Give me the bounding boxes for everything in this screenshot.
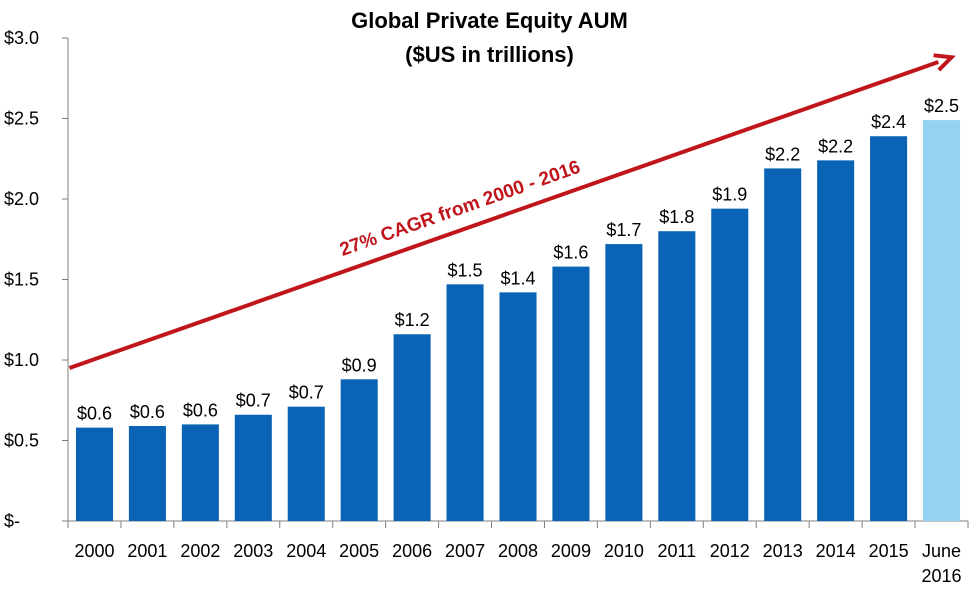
- x-tick-label: June: [922, 541, 961, 561]
- bar: [234, 414, 272, 521]
- cagr-arrow-line: [68, 60, 939, 370]
- y-tick-label: $0.5: [4, 431, 39, 451]
- x-tick-label: 2005: [339, 541, 379, 561]
- data-label: $2.4: [871, 112, 906, 132]
- data-label: $0.6: [130, 402, 165, 422]
- x-tick-label: 2012: [710, 541, 750, 561]
- data-label: $0.7: [289, 383, 324, 403]
- data-label: $1.9: [712, 185, 747, 205]
- data-label: $1.6: [553, 243, 588, 263]
- x-tick-label: 2000: [74, 541, 114, 561]
- y-tick-label: $3.0: [4, 28, 39, 48]
- bar: [711, 208, 749, 521]
- data-label: $2.2: [765, 144, 800, 164]
- x-tick-label: 2010: [604, 541, 644, 561]
- bar: [181, 424, 219, 521]
- bar: [870, 136, 908, 521]
- x-tick-label: 2009: [551, 541, 591, 561]
- data-label: $1.4: [500, 268, 535, 288]
- bar: [499, 292, 537, 521]
- data-label: $2.5: [924, 96, 959, 116]
- data-label: $1.7: [606, 220, 641, 240]
- chart-subtitle: ($US in trillions): [405, 42, 574, 67]
- x-tick-label: 2004: [286, 541, 326, 561]
- data-label: $2.2: [818, 136, 853, 156]
- x-tick-label: 2016: [922, 566, 962, 586]
- bar: [817, 160, 855, 522]
- x-tick-label: 2003: [233, 541, 273, 561]
- cagr-arrow-head: [933, 53, 956, 72]
- x-tick-label: 2002: [180, 541, 220, 561]
- x-tick-label: 2013: [763, 541, 803, 561]
- cagr-annotation: 27% CAGR from 2000 - 2016: [337, 157, 583, 261]
- bar: [393, 334, 431, 521]
- y-tick-label: $-: [4, 511, 20, 531]
- y-tick-label: $2.0: [4, 189, 39, 209]
- data-label: $0.6: [183, 400, 218, 420]
- bar: [923, 120, 961, 522]
- x-tick-label: 2008: [498, 541, 538, 561]
- data-label: $0.9: [342, 355, 377, 375]
- data-label: $1.8: [659, 207, 694, 227]
- chart-title: Global Private Equity AUM: [351, 8, 628, 33]
- bar: [764, 168, 802, 521]
- x-tick-label: 2006: [392, 541, 432, 561]
- x-tick-label: 2015: [869, 541, 909, 561]
- y-tick-label: $1.5: [4, 270, 39, 290]
- y-tick-label: $2.5: [4, 109, 39, 129]
- bar: [605, 244, 643, 521]
- data-label: $0.7: [236, 391, 271, 411]
- x-tick-label: 2014: [816, 541, 856, 561]
- bar: [552, 266, 590, 521]
- data-label: $1.5: [448, 260, 483, 280]
- bar: [287, 406, 325, 521]
- y-tick-label: $1.0: [4, 350, 39, 370]
- bar: [340, 379, 378, 521]
- bar: [446, 284, 484, 521]
- x-tick-label: 2007: [445, 541, 485, 561]
- x-tick-label: 2001: [127, 541, 167, 561]
- bar: [75, 427, 113, 521]
- data-label: $1.2: [395, 310, 430, 330]
- bar: [128, 426, 166, 521]
- bar: [658, 231, 696, 521]
- data-label: $0.6: [77, 404, 112, 424]
- x-tick-label: 2011: [657, 541, 696, 561]
